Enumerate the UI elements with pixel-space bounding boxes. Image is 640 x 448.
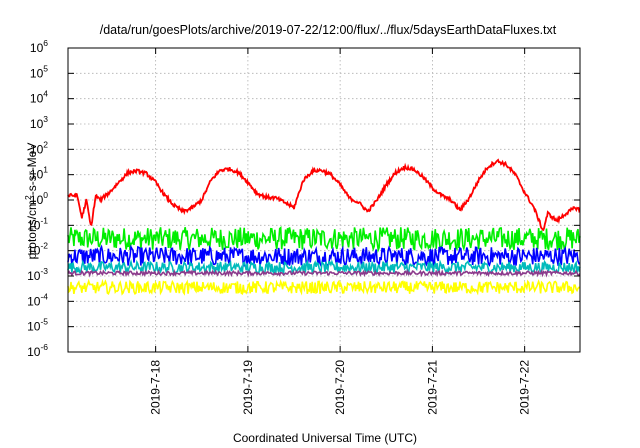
flux-series-line-red [67, 158, 581, 232]
y-tick-label: 10-5 [27, 317, 48, 334]
y-tick-label: 104 [30, 89, 48, 106]
y-tick-label: 100 [30, 190, 48, 207]
y-axis-label-rest: -s-sr-MeV [25, 143, 39, 196]
y-tick-label: 105 [30, 63, 48, 80]
flux-series-line [67, 225, 581, 253]
x-tick-label: 2019-7-18 [149, 360, 163, 415]
y-tick-label: 10-4 [27, 291, 48, 308]
x-tick-label: 2019-7-21 [425, 360, 439, 415]
flux-series-line [67, 278, 581, 296]
y-tick-label: 101 [30, 165, 48, 182]
flux-series-line [67, 268, 581, 278]
x-tick-label: 2019-7-22 [518, 360, 532, 415]
x-tick-label: 2019-7-20 [333, 360, 347, 415]
x-tick-label: 2019-7-19 [241, 360, 255, 415]
flux-series-line [67, 258, 581, 276]
y-tick-label: 10-2 [27, 241, 48, 258]
flux-series-line [67, 244, 581, 268]
y-tick-label: 10-1 [27, 215, 48, 232]
y-tick-label: 10-3 [27, 266, 48, 283]
plot-frame [67, 47, 581, 353]
y-tick-label: 10-6 [27, 342, 48, 359]
y-tick-label: 106 [30, 38, 48, 55]
y-axis-label: protons/cm2-s-sr-MeV [23, 143, 39, 260]
x-axis-label: Coordinated Universal Time (UTC) [233, 431, 417, 445]
y-tick-label: 103 [30, 114, 48, 131]
plot-series [67, 158, 581, 296]
y-axis-label-sup: 2 [23, 195, 33, 200]
y-tick-label: 102 [30, 139, 48, 156]
chart-title: /data/run/goesPlots/archive/2019-07-22/1… [100, 23, 557, 37]
axes: 10-6 10-5 10-4 10-3 10-2 10-1 100 101 102 103 104 1… [27, 38, 581, 415]
grid-lines [68, 48, 580, 352]
y-axis-label-base: protons/cm [25, 200, 39, 259]
